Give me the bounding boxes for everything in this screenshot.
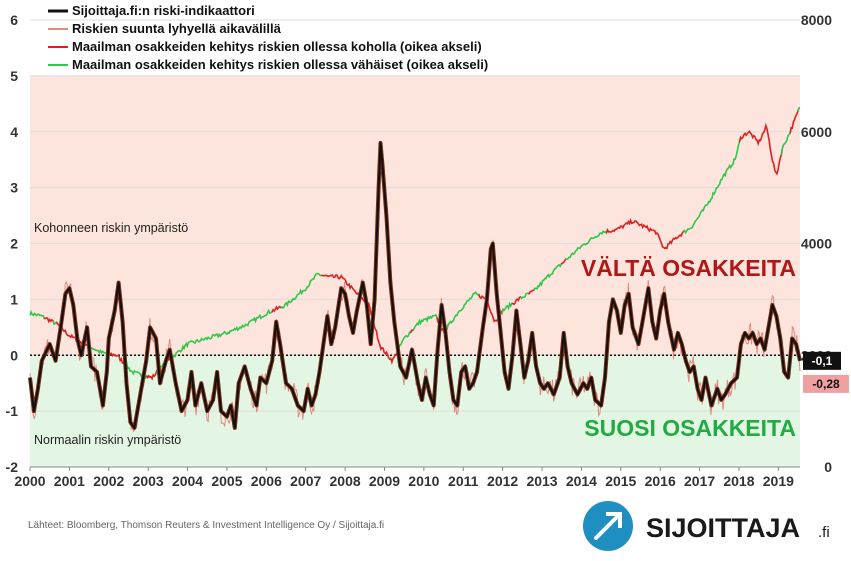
equity-high-risk-segment-27 [605,217,686,250]
brand-name: SIJOITTAJA [646,513,800,543]
y-left-tick-7: 5 [10,68,18,84]
equity-low-risk-segment-32 [797,106,801,112]
legend-label-0: Sijoittaja.fi:n riski-indikaattori [72,3,255,18]
x-tick-15: 2015 [605,473,636,489]
x-tick-2: 2002 [93,473,124,489]
equity-low-risk-segment-0 [29,309,46,320]
equity-low-risk-segment-20 [501,301,513,314]
x-tick-6: 2006 [251,473,282,489]
y-left-tick-4: 2 [10,236,18,252]
equity-low-risk-segment-26 [565,229,609,261]
x-tick-1: 2001 [54,473,85,489]
equity-low-risk-segment-14 [397,329,413,349]
source-note: Lähteet: Bloomberg, Thomson Reuters & In… [28,520,384,531]
y-left-tick-1: -1 [6,403,19,419]
x-tick-4: 2004 [172,473,203,489]
y-left-tick-2: 0 [10,347,18,363]
avoid-stocks-callout: VÄLTÄ OSAKKEITA [581,255,796,281]
logo-arrow-shaft [594,513,621,540]
equity-low-risk-segment-24 [533,262,563,291]
brand-suffix: .fi [818,524,830,541]
normal-risk-zone-label: Normaalin riskin ympäristö [34,433,181,447]
equity-low-risk-segment-10 [170,308,274,360]
y-left-tick-0: -2 [6,459,19,475]
x-tick-14: 2014 [566,473,597,489]
equity-low-risk-segment-30 [780,127,792,156]
legend-label-1: Riskien suunta lyhyellä aikavälillä [72,21,282,36]
x-tick-5: 2005 [211,473,242,489]
x-tick-12: 2012 [487,473,518,489]
y-left-tick-8: 6 [10,12,18,28]
equity-high-risk-segment-1 [44,316,55,325]
annotations: Kohonneen riskin ympäristö Normaalin risk… [34,221,849,447]
x-tick-16: 2016 [645,473,676,489]
equity-low-risk-segment-22 [519,292,530,300]
x-tick-19: 2019 [763,473,794,489]
high-risk-zone-label: Kohonneen riskin ympäristö [34,221,188,235]
short-term-value-tag-bg [803,374,849,393]
x-tick-7: 2007 [290,473,321,489]
x-tick-3: 2003 [133,473,164,489]
equity-low-risk-segment-16 [412,313,439,331]
indicator-value-tag-bg [803,351,841,370]
x-tick-9: 2009 [369,473,400,489]
y-right-tick-0: 0 [824,459,832,475]
equity-low-risk-segment-4 [88,345,109,355]
x-tick-18: 2018 [723,473,754,489]
equity-high-risk-segment-5 [106,350,127,367]
legend: Sijoittaja.fi:n riski-indikaattori Riskie… [48,3,488,72]
y-right-tick-3: 6000 [801,124,832,140]
equity-high-risk-segment-31 [789,107,800,134]
axes: -2-1012345602000400060008000200020012002… [6,12,833,489]
equity-low-risk-segment-28 [682,137,742,235]
y-left-tick-3: 1 [10,291,18,307]
y-left-tick-5: 3 [10,180,18,196]
indicator-value-tag: -0,1 [812,354,833,368]
legend-label-3: Maailman osakkeiden kehitys riskien olle… [72,57,488,72]
equity-high-risk-segment-21 [511,296,523,306]
x-tick-8: 2008 [330,473,361,489]
series-layer [28,106,802,433]
equity-high-risk-segment-11 [271,305,283,313]
y-right-tick-4: 8000 [801,12,832,28]
logo-arrow-head [606,512,622,528]
equity-high-risk-segment-29 [738,122,784,176]
x-tick-11: 2011 [448,473,479,489]
footer: Lähteet: Bloomberg, Thomson Reuters & In… [28,501,830,551]
x-tick-17: 2017 [684,473,715,489]
equity-low-risk-segment-12 [280,272,323,310]
x-tick-13: 2013 [526,473,557,489]
y-left-tick-6: 4 [10,124,18,140]
short-term-value-tag: -0,28 [812,377,840,391]
x-tick-0: 2000 [14,473,45,489]
zone-0 [30,75,800,356]
favor-stocks-callout: SUOSI OSAKKEITA [584,415,796,441]
equity-high-risk-segment-7 [145,369,159,381]
y-right-tick-2: 4000 [801,236,832,252]
equity-low-risk-segment-18 [446,290,481,330]
x-tick-10: 2010 [408,473,439,489]
risk-indicator-line [29,141,801,429]
legend-label-2: Maailman osakkeiden kehitys riskien olle… [72,39,482,54]
